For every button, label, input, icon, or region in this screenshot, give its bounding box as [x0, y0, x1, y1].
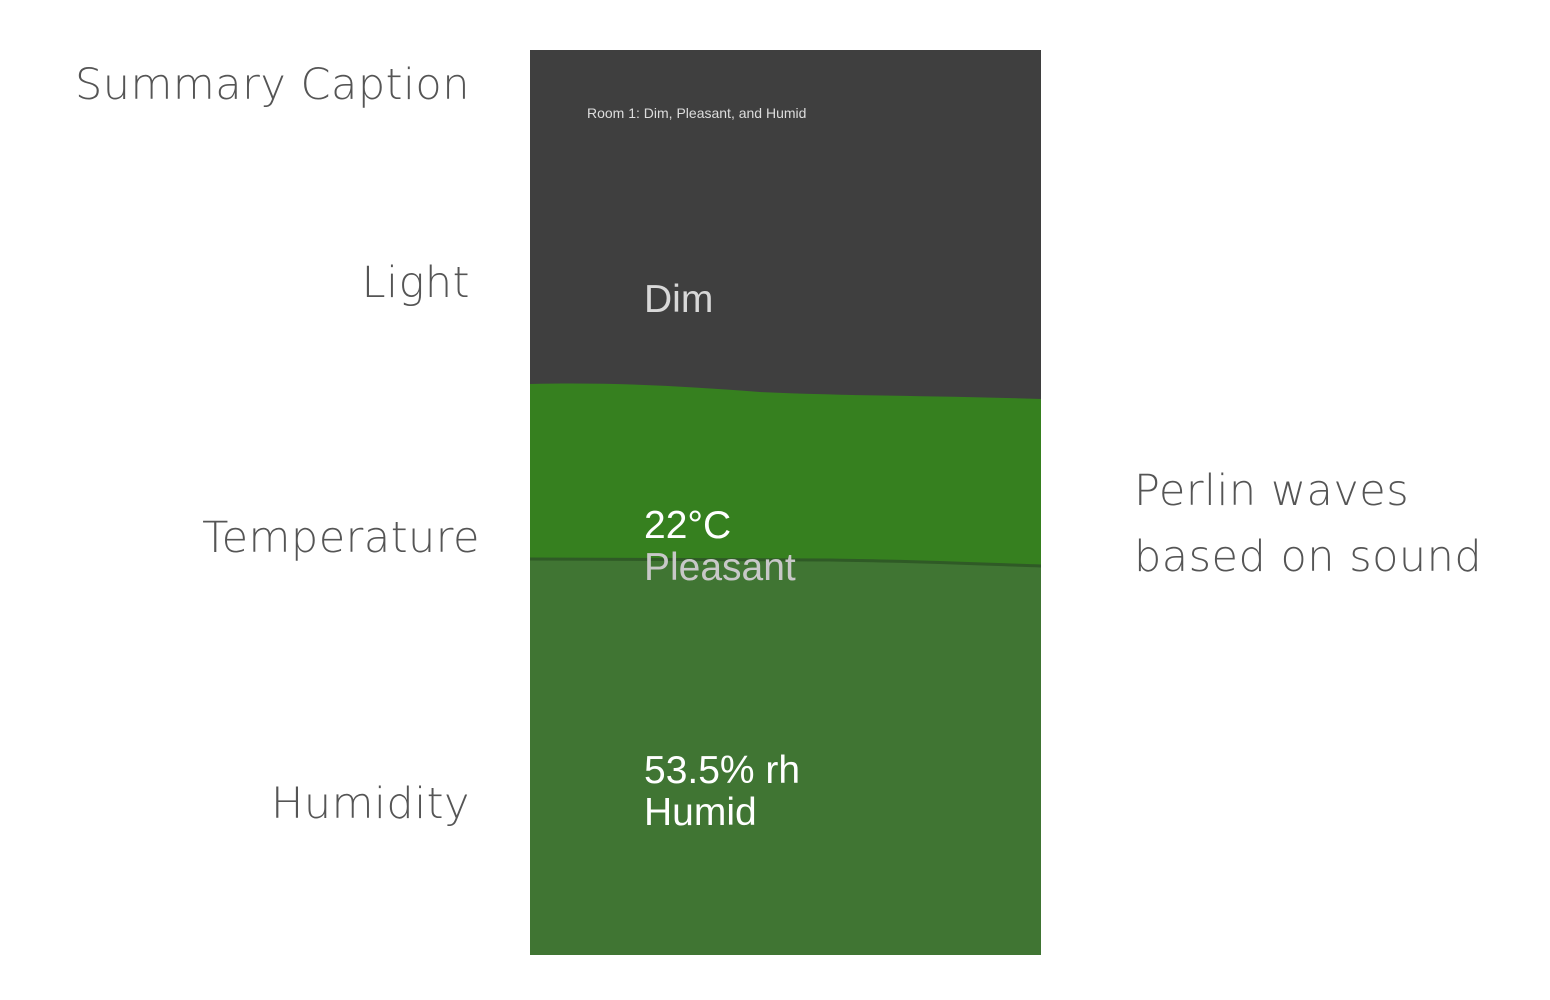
temperature-label: Pleasant	[644, 546, 796, 589]
humidity-wave-layer	[530, 559, 1041, 955]
room-summary-caption: Room 1: Dim, Pleasant, and Humid	[587, 105, 807, 121]
perlin-annotation-line-1: Perlin waves	[1134, 466, 1410, 516]
temperature-annotation: Temperature	[202, 513, 480, 563]
humidity-wave-edge	[530, 557, 1041, 568]
perlin-waves-annotation: Perlin waves based on sound	[1134, 458, 1534, 590]
room-visualization-panel: Room 1: Dim, Pleasant, and Humid Dim 22°…	[530, 50, 1041, 955]
light-level-label: Dim	[644, 278, 714, 321]
perlin-wave-layers	[530, 50, 1041, 955]
summary-caption-annotation: Summary Caption	[74, 60, 470, 110]
humidity-annotation: Humidity	[271, 779, 470, 829]
humidity-label: Humid	[644, 791, 757, 834]
perlin-annotation-line-2: based on sound	[1134, 532, 1483, 582]
temperature-value: 22°C	[644, 504, 732, 547]
light-annotation: Light	[361, 258, 470, 308]
humidity-value: 53.5% rh	[644, 749, 801, 792]
